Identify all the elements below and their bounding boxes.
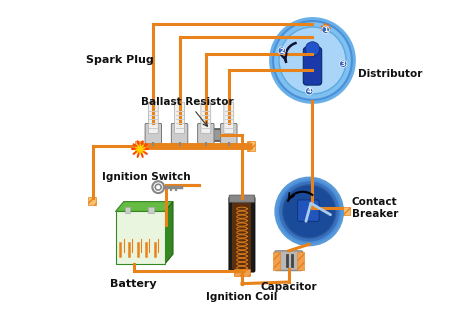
Text: Ignition Switch: Ignition Switch <box>102 172 191 182</box>
FancyBboxPatch shape <box>275 251 302 270</box>
FancyBboxPatch shape <box>145 123 162 144</box>
Text: 4: 4 <box>307 88 312 94</box>
Text: Spark Plug: Spark Plug <box>86 56 154 66</box>
FancyBboxPatch shape <box>232 200 251 269</box>
Text: Contact
Breaker: Contact Breaker <box>352 197 398 219</box>
FancyBboxPatch shape <box>229 195 255 202</box>
Circle shape <box>283 185 336 238</box>
FancyBboxPatch shape <box>148 102 158 134</box>
FancyBboxPatch shape <box>116 212 165 264</box>
Circle shape <box>275 178 343 245</box>
FancyBboxPatch shape <box>247 141 255 151</box>
FancyBboxPatch shape <box>224 102 234 134</box>
FancyBboxPatch shape <box>201 102 211 134</box>
Circle shape <box>273 21 352 100</box>
FancyBboxPatch shape <box>297 252 304 269</box>
FancyBboxPatch shape <box>199 129 220 141</box>
FancyBboxPatch shape <box>172 123 188 144</box>
Text: 1: 1 <box>323 27 328 33</box>
FancyBboxPatch shape <box>303 47 322 85</box>
FancyBboxPatch shape <box>148 207 154 213</box>
Text: Ignition Coil: Ignition Coil <box>206 292 278 302</box>
Text: Ballast Resistor: Ballast Resistor <box>141 97 234 126</box>
Text: 3: 3 <box>341 61 346 67</box>
FancyBboxPatch shape <box>125 207 130 213</box>
Polygon shape <box>116 202 173 212</box>
FancyBboxPatch shape <box>88 197 96 205</box>
FancyBboxPatch shape <box>342 207 350 215</box>
FancyBboxPatch shape <box>298 200 319 221</box>
FancyBboxPatch shape <box>273 252 280 269</box>
FancyBboxPatch shape <box>135 141 144 151</box>
FancyBboxPatch shape <box>220 123 237 144</box>
Text: 2: 2 <box>279 48 284 54</box>
Text: Battery: Battery <box>110 279 157 289</box>
Circle shape <box>279 27 346 94</box>
Circle shape <box>305 42 319 56</box>
FancyBboxPatch shape <box>229 197 255 272</box>
FancyBboxPatch shape <box>198 123 214 144</box>
Text: Capacitor: Capacitor <box>260 282 317 292</box>
Circle shape <box>137 146 143 152</box>
Circle shape <box>271 19 355 103</box>
FancyBboxPatch shape <box>174 102 184 134</box>
Text: Distributor: Distributor <box>358 69 423 78</box>
Circle shape <box>278 180 340 243</box>
Polygon shape <box>165 202 173 264</box>
FancyBboxPatch shape <box>234 269 250 276</box>
